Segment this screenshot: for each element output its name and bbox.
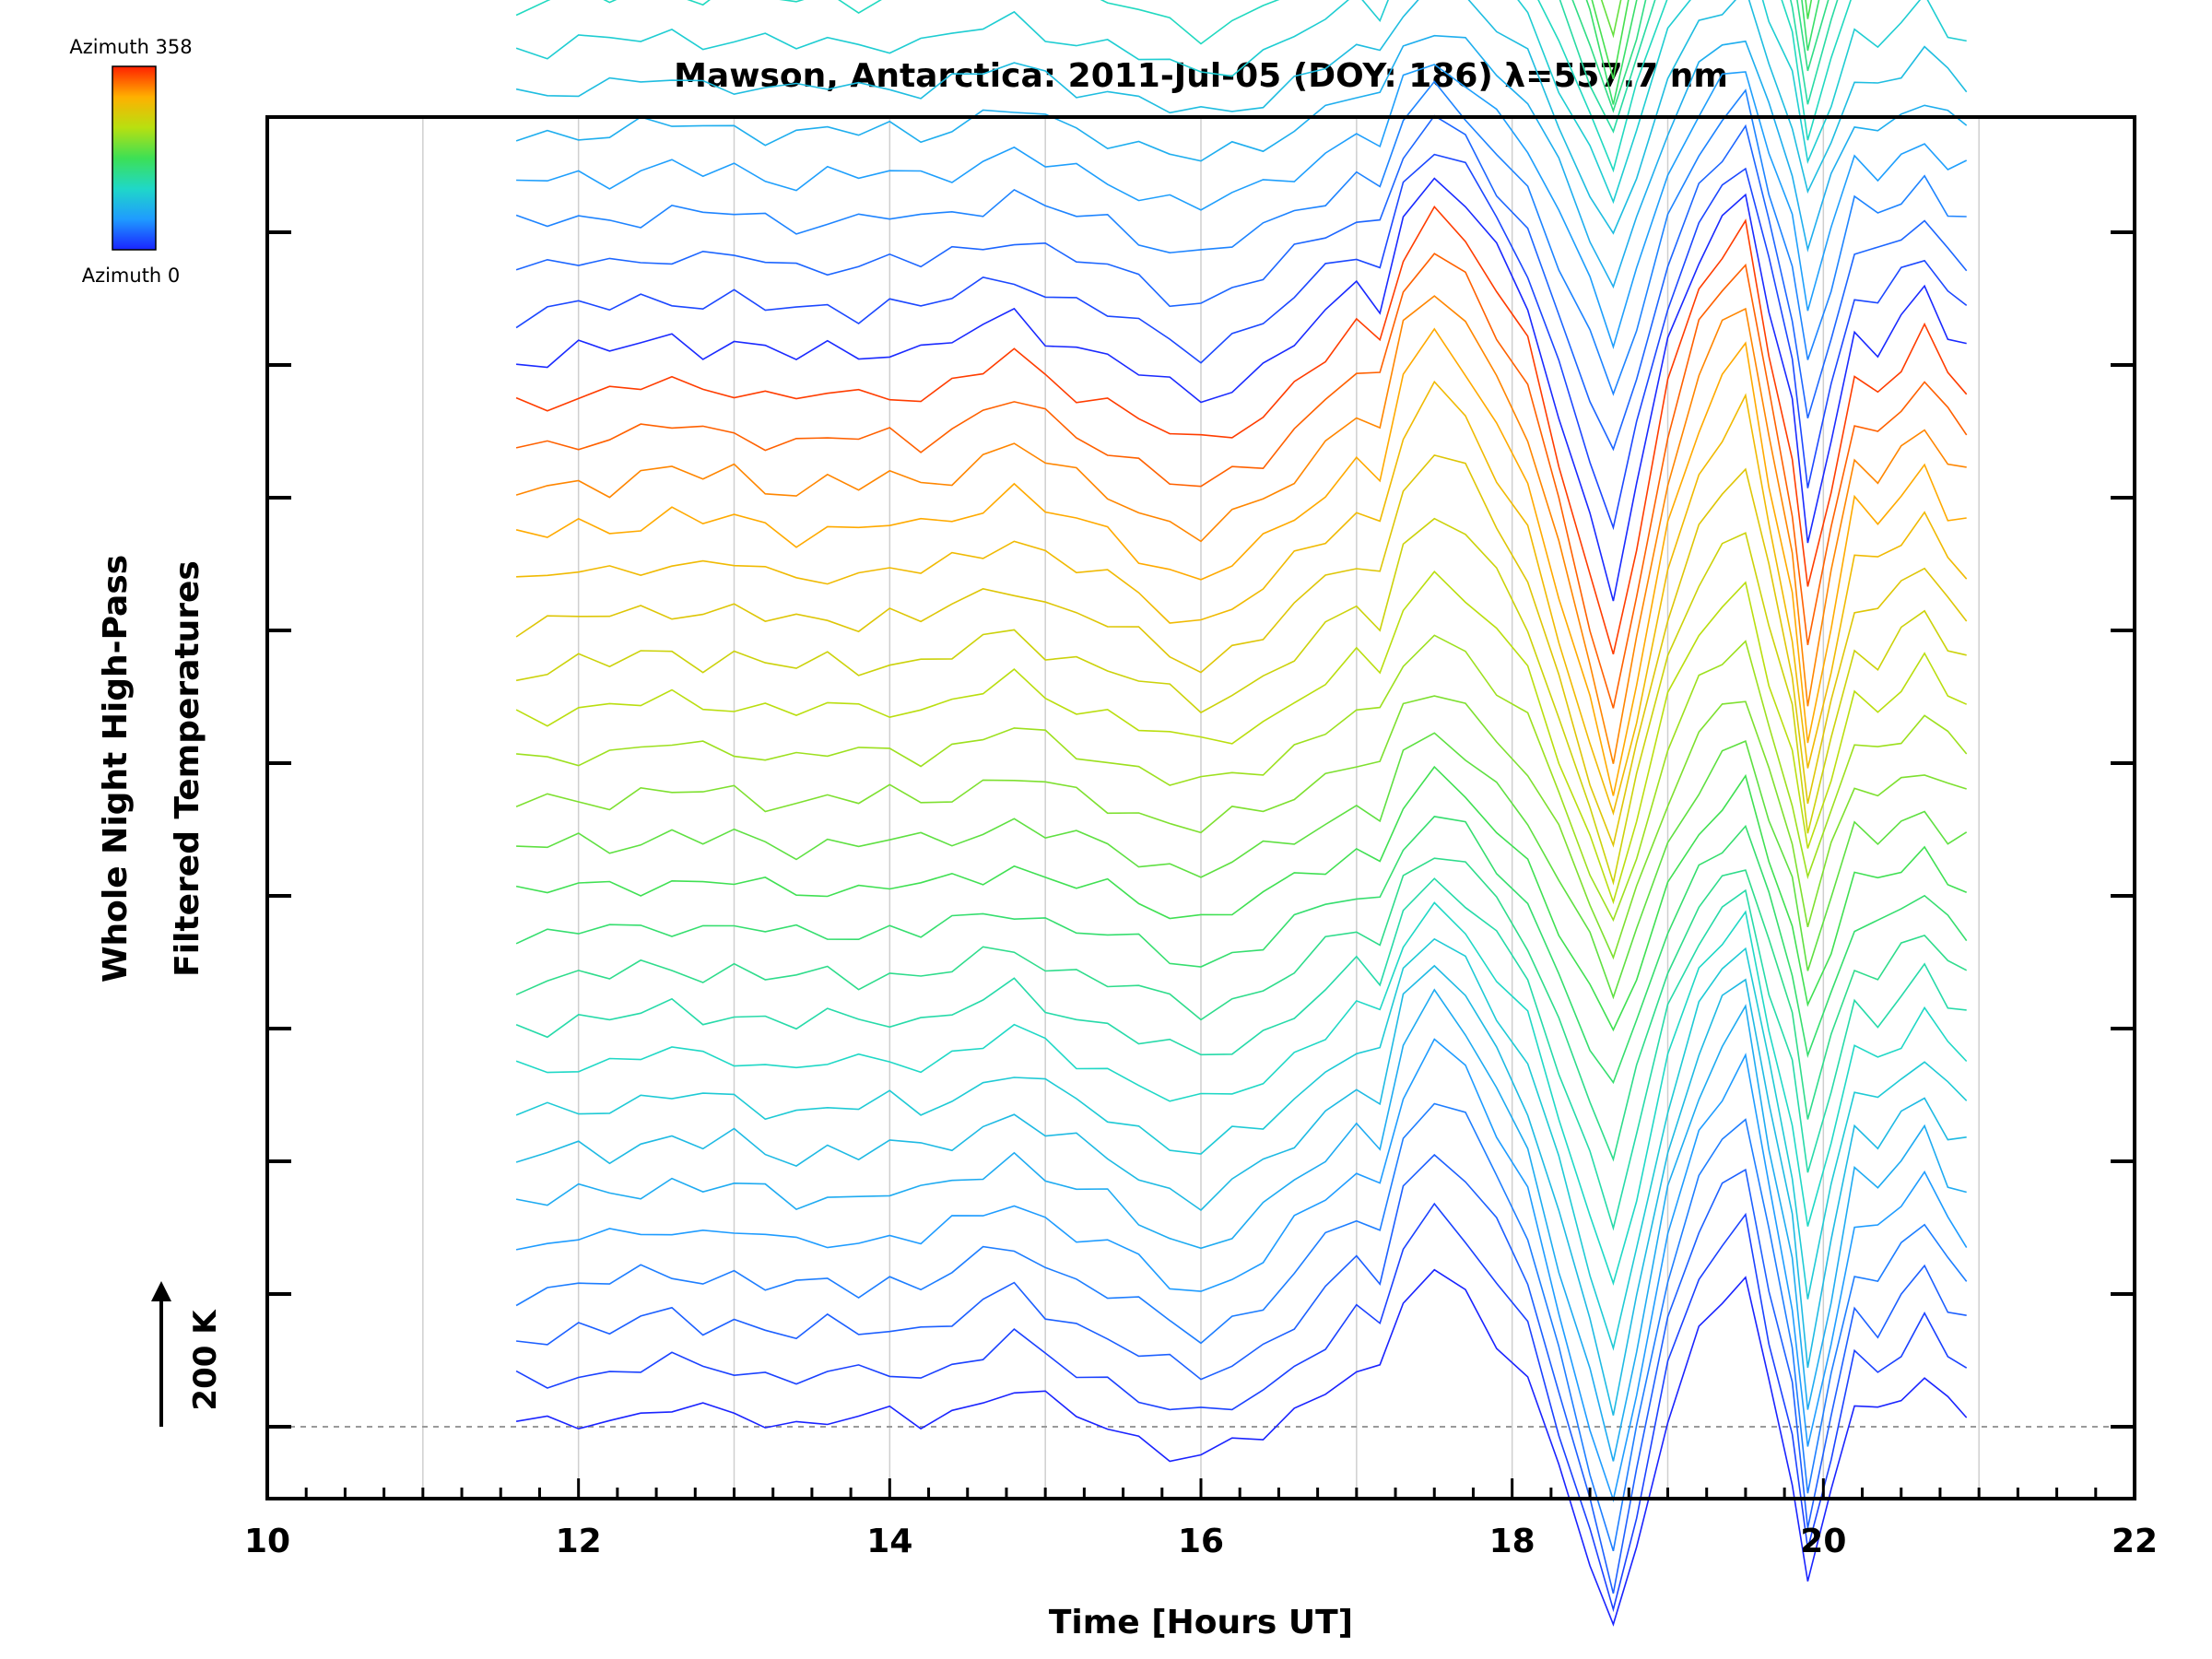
trace-line [515,877,1967,1231]
scale-bar-label: 200 K [187,1309,224,1411]
scale-arrow-head [151,1281,171,1301]
colorbar: Azimuth 358 Azimuth 0 [69,36,192,287]
x-tick-label: 22 [2112,1523,2158,1560]
trace-line [515,327,1967,796]
x-tick-label: 10 [244,1523,290,1560]
trace-line [516,380,1968,817]
x-tick-label: 20 [1800,1523,1846,1560]
x-tick-label: 12 [556,1523,602,1560]
trace-line [515,0,1968,235]
trace-line [515,1038,1968,1503]
trace-line [515,153,1968,531]
trace-line [515,80,1967,396]
colorbar-top-label: Azimuth 358 [69,36,192,58]
x-axis-label: Time [Hours UT] [1049,1604,1353,1641]
x-tick-label: 16 [1178,1523,1224,1560]
x-tick-label: 14 [866,1523,912,1560]
trace-line [515,857,1968,1162]
trace-line [515,114,1968,452]
chart-title: Mawson, Antarctica: 2011-Jul-05 (DOY: 18… [674,57,1728,95]
trace-line [515,1202,1968,1613]
trace-line [515,454,1968,848]
trace-line [515,937,1968,1351]
colorbar-gradient [112,65,157,251]
trace-line [515,816,1968,1085]
trace-line [515,988,1967,1462]
trace-line [515,695,1967,960]
trace-line [516,1153,1967,1594]
y-axis-label-line1: Whole Night High-Pass [97,555,135,982]
trace-line [515,0,1967,205]
trace-line [516,634,1968,923]
y-axis-label-line2: Filtered Temperatures [169,560,206,977]
trace-line [515,765,1968,1032]
x-tick-labels: 10 12 14 16 18 20 22 [244,1523,2158,1560]
trace-line [515,901,1968,1286]
trace-line [516,64,1968,349]
trace-group [515,0,1968,1627]
trace-line [516,177,1967,602]
axis-ticks [265,230,2136,1499]
trace-line [515,1268,1968,1627]
trace-line [515,1102,1968,1552]
x-tick-label: 18 [1489,1523,1535,1560]
colorbar-bottom-label: Azimuth 0 [82,265,181,287]
trace-line [515,253,1968,709]
trace-line [516,732,1968,1000]
trace-line [515,206,1968,655]
trace-line [515,517,1967,886]
scale-bar: 200 K [151,1281,224,1427]
trace-line [515,964,1967,1416]
trace-line [515,295,1967,764]
trace-line [515,571,1968,905]
